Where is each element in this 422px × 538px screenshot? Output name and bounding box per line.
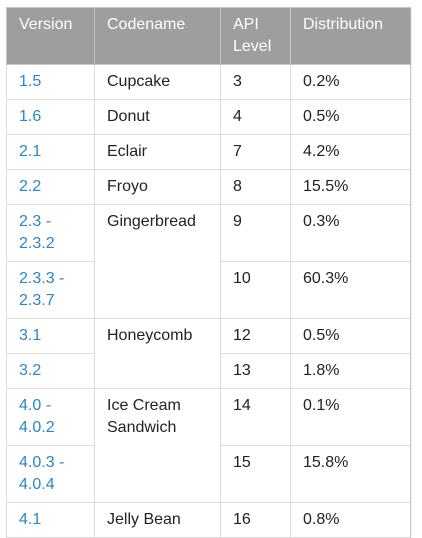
table-row: 2.3.3 - 2.3.7 10 60.3% [6, 261, 411, 319]
codename-cell: Jelly Bean [94, 502, 221, 538]
table-row: 1.6 Donut 4 0.5% [6, 99, 411, 135]
api-level-cell: 13 [220, 353, 291, 389]
distribution-table-container: Version Codename API Level Distribution … [6, 7, 411, 538]
codename-cell: Honeycomb [94, 318, 221, 389]
table-row: 4.0.3 - 4.0.4 15 15.8% [6, 445, 411, 503]
version-link[interactable]: 2.2 [6, 169, 95, 205]
api-level-cell: 10 [220, 261, 291, 319]
version-line1: 4.0.3 - [19, 454, 65, 471]
distribution-cell: 0.5% [290, 318, 411, 354]
header-row: Version Codename API Level Distribution [6, 7, 411, 65]
table-row: 3.2 13 1.8% [6, 353, 411, 389]
table-row: 2.1 Eclair 7 4.2% [6, 134, 411, 170]
version-line2: 2.3.7 [19, 292, 55, 309]
api-level-cell: 15 [220, 445, 291, 503]
distribution-cell: 0.2% [290, 64, 411, 100]
table-row: 1.5 Cupcake 3 0.2% [6, 64, 411, 100]
table-row: 4.0 - 4.0.2 Ice Cream Sandwich 14 0.1% [6, 388, 411, 503]
android-version-distribution-table: Version Codename API Level Distribution … [6, 7, 411, 538]
codename-cell: Gingerbread [94, 204, 221, 319]
version-link[interactable]: 1.6 [6, 99, 95, 135]
api-level-cell: 8 [220, 169, 291, 205]
distribution-cell: 0.3% [290, 204, 411, 262]
api-level-cell: 4 [220, 99, 291, 135]
codename-cell: Ice Cream Sandwich [94, 388, 221, 503]
version-line2: 2.3.2 [19, 235, 55, 252]
table-row: 3.1 Honeycomb 12 0.5% [6, 318, 411, 389]
distribution-cell: 15.5% [290, 169, 411, 205]
version-link[interactable]: 3.1 [6, 318, 95, 354]
header-codename: Codename [94, 7, 221, 65]
distribution-cell: 0.1% [290, 388, 411, 446]
table-body: 1.5 Cupcake 3 0.2% 1.6 Donut 4 0.5% 2.1 … [6, 64, 411, 538]
version-line2: 4.0.4 [19, 476, 55, 493]
codename-line2: Sandwich [107, 419, 177, 436]
version-line1: 4.0 - [19, 397, 52, 414]
table-row: 2.2 Froyo 8 15.5% [6, 169, 411, 205]
distribution-cell: 15.8% [290, 445, 411, 503]
header-api-level: API Level [220, 7, 291, 65]
version-link[interactable]: 1.5 [6, 64, 95, 100]
version-link[interactable]: 4.1 [6, 502, 95, 538]
table-header: Version Codename API Level Distribution [6, 7, 411, 65]
api-level-cell: 16 [220, 502, 291, 538]
distribution-cell: 60.3% [290, 261, 411, 319]
api-level-cell: 3 [220, 64, 291, 100]
header-api-line2: Level [233, 38, 272, 55]
version-link[interactable]: 2.3.3 - 2.3.7 [6, 261, 95, 319]
distribution-cell: 4.2% [290, 134, 411, 170]
table-row: 2.3 - 2.3.2 Gingerbread 9 0.3% [6, 204, 411, 319]
header-distribution: Distribution [290, 7, 411, 65]
header-version: Version [6, 7, 95, 65]
version-line1: 2.3.3 - [19, 270, 65, 287]
distribution-cell: 0.8% [290, 502, 411, 538]
codename-cell: Donut [94, 99, 221, 135]
codename-cell: Cupcake [94, 64, 221, 100]
api-level-cell: 9 [220, 204, 291, 262]
api-level-cell: 7 [220, 134, 291, 170]
distribution-cell: 1.8% [290, 353, 411, 389]
version-link[interactable]: 4.0.3 - 4.0.4 [6, 445, 95, 503]
version-link[interactable]: 2.3 - 2.3.2 [6, 204, 95, 262]
version-link[interactable]: 3.2 [6, 353, 95, 389]
codename-cell: Eclair [94, 134, 221, 170]
version-line2: 4.0.2 [19, 419, 55, 436]
version-link[interactable]: 4.0 - 4.0.2 [6, 388, 95, 446]
codename-cell: Froyo [94, 169, 221, 205]
table-row: 4.1 Jelly Bean 16 0.8% [6, 502, 411, 538]
api-level-cell: 14 [220, 388, 291, 446]
version-line1: 2.3 - [19, 213, 52, 230]
api-level-cell: 12 [220, 318, 291, 354]
distribution-cell: 0.5% [290, 99, 411, 135]
header-api-line1: API [233, 16, 259, 33]
version-link[interactable]: 2.1 [6, 134, 95, 170]
codename-line1: Ice Cream [107, 397, 181, 414]
